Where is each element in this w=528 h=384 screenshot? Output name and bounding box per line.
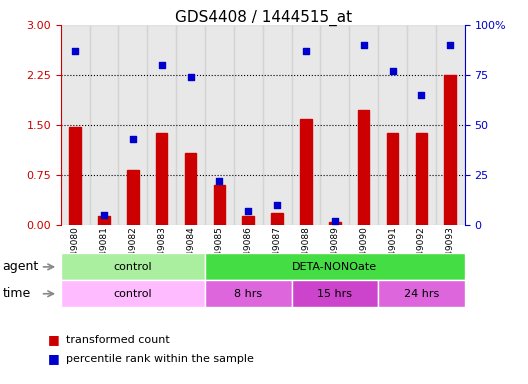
Bar bbox=[416, 133, 427, 225]
Text: DETA-NONOate: DETA-NONOate bbox=[292, 262, 378, 272]
Bar bbox=[214, 185, 225, 225]
Bar bbox=[156, 133, 167, 225]
Bar bbox=[185, 153, 196, 225]
Point bbox=[301, 48, 310, 54]
Point bbox=[100, 212, 108, 218]
Bar bbox=[291, 280, 378, 307]
Point bbox=[273, 202, 281, 208]
Bar bbox=[407, 25, 436, 225]
Bar bbox=[329, 222, 341, 225]
Bar bbox=[349, 25, 378, 225]
Point bbox=[331, 218, 339, 224]
Bar bbox=[300, 119, 312, 225]
Bar bbox=[61, 280, 205, 307]
Bar bbox=[262, 25, 291, 225]
Bar bbox=[320, 25, 349, 225]
Bar bbox=[90, 25, 118, 225]
Text: transformed count: transformed count bbox=[66, 335, 169, 345]
Text: 8 hrs: 8 hrs bbox=[234, 289, 262, 299]
Point bbox=[388, 68, 397, 74]
Point bbox=[417, 92, 426, 98]
Bar bbox=[118, 25, 147, 225]
Point bbox=[157, 62, 166, 68]
Text: ■: ■ bbox=[48, 353, 59, 366]
Text: ■: ■ bbox=[48, 333, 59, 346]
Bar bbox=[271, 214, 283, 225]
Bar bbox=[445, 75, 456, 225]
Point bbox=[71, 48, 79, 54]
Text: agent: agent bbox=[3, 260, 39, 273]
Point bbox=[129, 136, 137, 142]
Point bbox=[186, 74, 195, 80]
Text: 24 hrs: 24 hrs bbox=[404, 289, 439, 299]
Bar bbox=[234, 25, 262, 225]
Bar bbox=[69, 127, 81, 225]
Bar bbox=[98, 216, 110, 225]
Text: time: time bbox=[3, 287, 31, 300]
Point bbox=[446, 42, 455, 48]
Bar bbox=[378, 280, 465, 307]
Point bbox=[360, 42, 368, 48]
Bar bbox=[127, 170, 139, 225]
Text: GDS4408 / 1444515_at: GDS4408 / 1444515_at bbox=[175, 10, 353, 26]
Text: control: control bbox=[114, 289, 152, 299]
Bar bbox=[242, 216, 254, 225]
Point bbox=[215, 178, 224, 184]
Point bbox=[244, 208, 252, 214]
Text: percentile rank within the sample: percentile rank within the sample bbox=[66, 354, 254, 364]
Text: control: control bbox=[114, 262, 152, 272]
Bar bbox=[386, 133, 398, 225]
Text: 15 hrs: 15 hrs bbox=[317, 289, 352, 299]
Bar bbox=[205, 25, 234, 225]
Bar bbox=[205, 253, 465, 280]
Bar bbox=[436, 25, 465, 225]
Bar bbox=[378, 25, 407, 225]
Bar bbox=[358, 110, 370, 225]
Bar bbox=[61, 253, 205, 280]
Bar bbox=[61, 25, 90, 225]
Bar bbox=[176, 25, 205, 225]
Bar bbox=[147, 25, 176, 225]
Bar bbox=[291, 25, 320, 225]
Bar bbox=[205, 280, 291, 307]
